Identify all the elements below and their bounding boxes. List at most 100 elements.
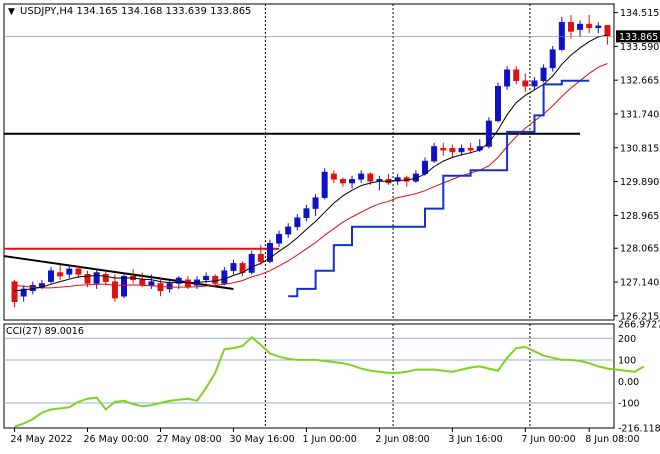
candle-body (48, 270, 55, 282)
chart-header: ▼ USDJPY,H4 134.165 134.168 133.639 133.… (8, 6, 251, 17)
candle-body (57, 272, 64, 277)
candle-body (221, 270, 228, 284)
candle-body (276, 233, 283, 244)
time-tick-label: 7 Jun 00:00 (521, 434, 575, 445)
candle-body (84, 274, 91, 284)
bull-candle (266, 239, 273, 264)
trailing-stop-line (288, 79, 590, 298)
bear-candle (257, 245, 264, 266)
candle-body (257, 253, 264, 262)
bear-candle (102, 270, 109, 286)
candle-body (184, 279, 191, 288)
bull-candle (221, 267, 228, 286)
bull-candle (494, 82, 501, 123)
time-tick-label: 26 May 00:00 (84, 434, 149, 445)
candle-body (294, 217, 301, 228)
cci-axis-label: -216.1189 (618, 424, 660, 435)
candle-body (11, 281, 18, 302)
price-tick-label: 129.890 (620, 177, 659, 188)
candle-body (212, 275, 219, 284)
cci-line (14, 335, 645, 428)
bull-candle (458, 144, 465, 156)
candle-body (248, 253, 255, 273)
candle-body (121, 275, 128, 297)
bull-candle (166, 279, 173, 293)
bull-candle (558, 16, 565, 52)
bull-candle (358, 170, 365, 184)
bull-candle (349, 175, 356, 189)
cci-indicator-label: CCI(27) 89.0016 (6, 326, 84, 337)
candle-body (166, 283, 173, 290)
candle-body (148, 281, 155, 286)
candle-body (367, 173, 374, 182)
bear-candle (75, 265, 82, 278)
price-tick-label: 126.215 (620, 311, 659, 322)
bear-candle (84, 270, 91, 288)
candle-body (458, 148, 465, 153)
bull-candle (549, 46, 556, 72)
time-tick-label: 3 Jun 16:00 (448, 434, 502, 445)
candle-body (513, 69, 520, 81)
candle-body (431, 146, 438, 162)
time-tick-label: 2 Jun 08:00 (375, 434, 429, 445)
candle-body (358, 173, 365, 180)
candle-body (175, 277, 182, 284)
bull-candle (230, 259, 237, 275)
bear-candle (111, 274, 118, 302)
bear-candle (513, 66, 520, 85)
bull-candle (531, 77, 538, 90)
candle-body (111, 281, 118, 299)
cci-axis-label: 266.9727 (618, 320, 660, 331)
time-tick-label: 24 May 2022 (11, 434, 73, 445)
candle-body (230, 263, 237, 271)
bull-candle (577, 20, 584, 37)
price-tick-label: 127.140 (620, 278, 659, 289)
time-tick-label: 27 May 08:00 (157, 434, 222, 445)
bear-candle (440, 142, 447, 156)
bear-candle (57, 265, 64, 280)
cci-panel-frame (3, 323, 615, 429)
price-tick-label: 131.740 (620, 109, 659, 120)
candle-body (93, 272, 100, 284)
time-tick-label: 30 May 16:00 (229, 434, 294, 445)
bull-candle (303, 204, 310, 222)
slow-ma-line (14, 63, 608, 289)
candle-body (66, 268, 73, 275)
candle-body (20, 288, 27, 297)
bull-candle (540, 64, 547, 83)
bull-candle (48, 267, 55, 284)
candle-body (440, 148, 447, 151)
price-tick-label: 128.065 (620, 244, 659, 255)
candle-body (339, 179, 346, 184)
bull-candle (485, 117, 492, 149)
bear-candle (11, 279, 18, 308)
candle-body (540, 67, 547, 81)
collapse-triangle-icon[interactable]: ▼ (8, 7, 15, 17)
bull-candle (66, 265, 73, 278)
candle-body (485, 120, 492, 147)
price-tick-label: 134.515 (620, 8, 659, 19)
symbol-info-label: USDJPY,H4 134.165 134.168 133.639 133.86… (20, 6, 251, 17)
candle-body (467, 148, 474, 151)
candle-body (139, 279, 146, 286)
candle-body (312, 197, 319, 209)
bear-candle (522, 73, 529, 92)
bull-candle (394, 173, 401, 185)
bull-candle (312, 193, 319, 216)
candle-body (595, 25, 602, 28)
candle-body (303, 208, 310, 218)
cci-axis-label: 0.00 (618, 377, 639, 388)
price-tick-label: 133.590 (620, 42, 659, 53)
cci-axis-label: 200 (618, 334, 636, 345)
candle-body (558, 22, 565, 50)
candle-body (494, 85, 501, 122)
bear-candle (449, 144, 456, 158)
bull-candle (248, 250, 255, 275)
bull-candle (276, 230, 283, 247)
cci-axis-label: -100 (618, 399, 640, 410)
candle-body (157, 283, 164, 292)
current-price-label: 133.865 (619, 32, 658, 43)
candle-body (586, 23, 593, 28)
